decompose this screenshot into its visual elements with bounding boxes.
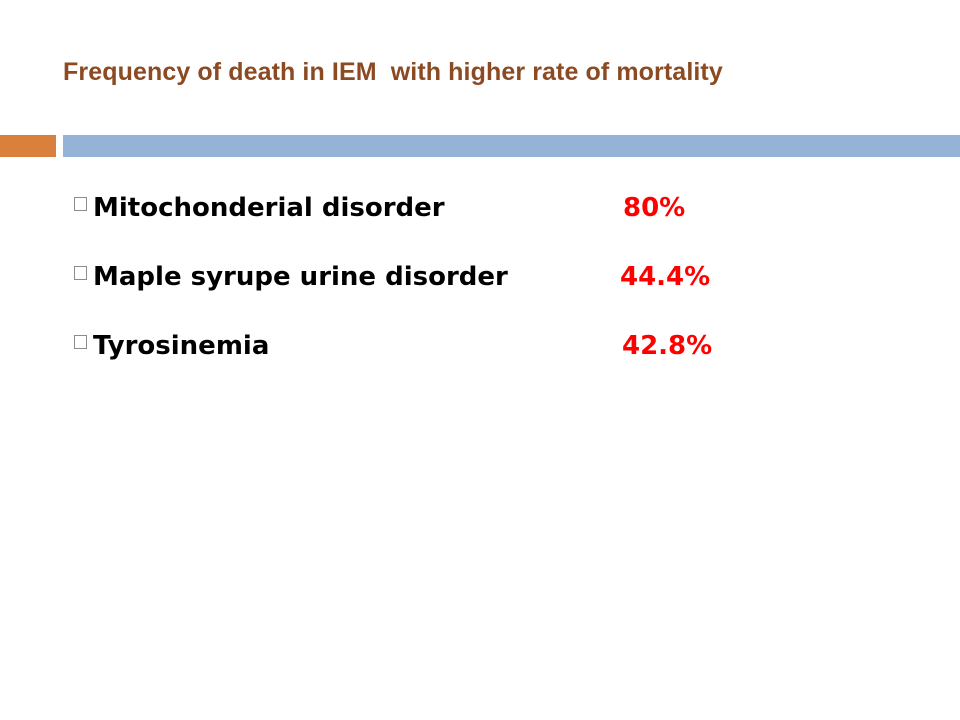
slide-title: Frequency of death in IEM with higher ra… bbox=[63, 58, 723, 86]
mortality-rate: 80% bbox=[623, 193, 686, 223]
mortality-rate: 42.8% bbox=[622, 331, 713, 361]
list-item: Tyrosinemia 42.8% bbox=[74, 331, 894, 400]
square-bullet-icon bbox=[74, 197, 87, 211]
disorder-name: Maple syrupe urine disorder bbox=[93, 262, 508, 292]
list-item: Mitochonderial disorder 80% bbox=[74, 193, 894, 262]
accent-bar-orange bbox=[0, 135, 56, 157]
mortality-list: Mitochonderial disorder 80% Maple syrupe… bbox=[74, 193, 894, 400]
disorder-name: Tyrosinemia bbox=[93, 331, 270, 361]
accent-bar-blue bbox=[63, 135, 960, 157]
disorder-name: Mitochonderial disorder bbox=[93, 193, 445, 223]
square-bullet-icon bbox=[74, 335, 87, 349]
list-item: Maple syrupe urine disorder 44.4% bbox=[74, 262, 894, 331]
square-bullet-icon bbox=[74, 266, 87, 280]
mortality-rate: 44.4% bbox=[620, 262, 711, 292]
